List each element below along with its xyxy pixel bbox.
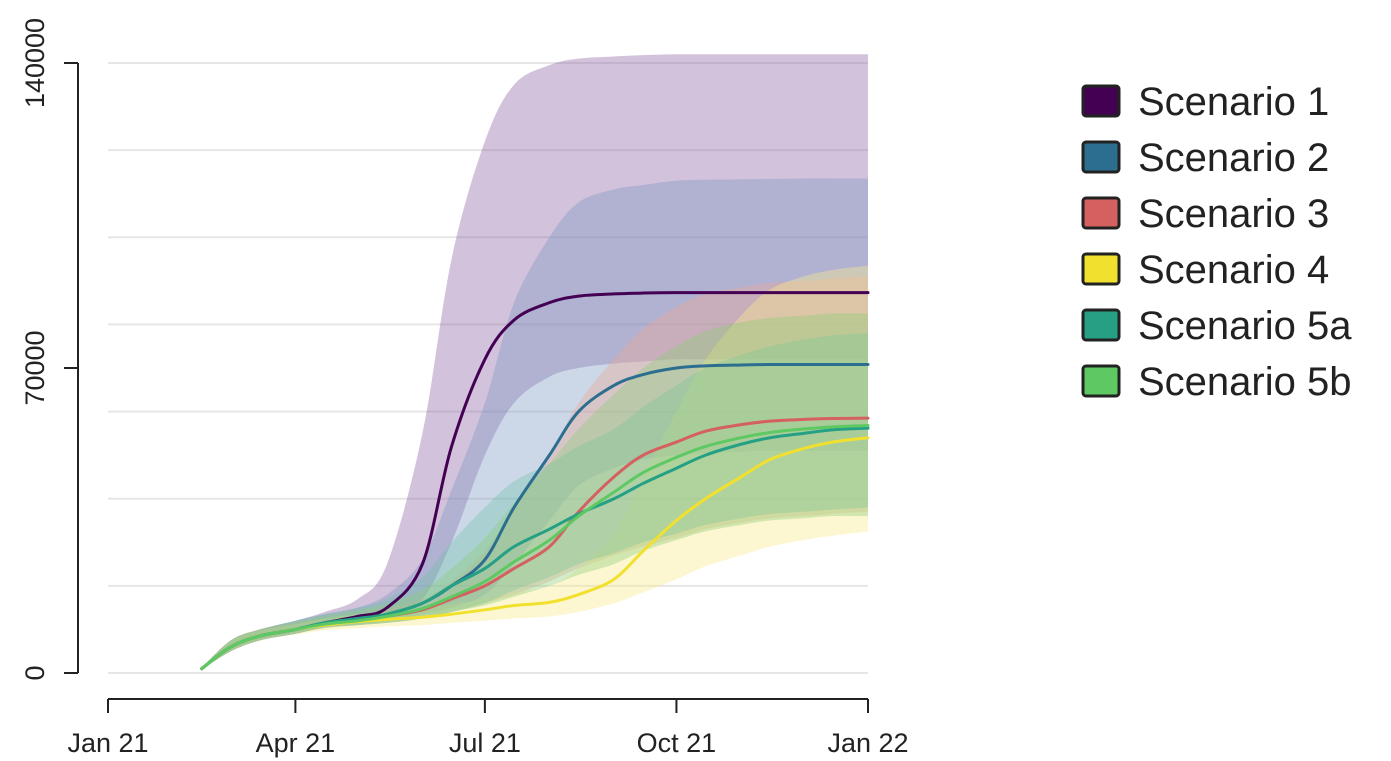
y-tick-label: 0 bbox=[20, 665, 50, 680]
legend-label: Scenario 4 bbox=[1138, 248, 1329, 292]
confidence-bands bbox=[201, 54, 868, 670]
legend-label: Scenario 5b bbox=[1138, 360, 1351, 404]
y-tick-label: 140000 bbox=[20, 18, 50, 108]
band-scenario-5a bbox=[201, 333, 868, 670]
legend-swatch bbox=[1081, 84, 1121, 118]
line-scenario-5b bbox=[200, 424, 870, 671]
legend-swatch bbox=[1081, 252, 1121, 286]
band-scenario-3 bbox=[201, 276, 868, 670]
x-tick-label: Jan 21 bbox=[67, 728, 148, 758]
legend-swatch bbox=[1081, 364, 1121, 398]
legend-item: Scenario 5a bbox=[1081, 304, 1352, 348]
legend-swatch bbox=[1081, 140, 1121, 174]
legend-item: Scenario 4 bbox=[1081, 248, 1329, 292]
y-tick-label: 70000 bbox=[20, 330, 50, 405]
legend-label: Scenario 2 bbox=[1138, 136, 1329, 180]
x-tick-label: Jul 21 bbox=[449, 728, 521, 758]
x-tick-label: Apr 21 bbox=[256, 728, 336, 758]
legend-item: Scenario 5b bbox=[1081, 360, 1351, 404]
gridlines bbox=[108, 62, 868, 674]
series-lines bbox=[200, 291, 870, 671]
x-tick-label: Oct 21 bbox=[637, 728, 717, 758]
band-scenario-1 bbox=[201, 54, 868, 670]
legend-label: Scenario 5a bbox=[1138, 304, 1352, 348]
axes: 0 70000 140000 Jan 21 Apr 21 Jul 21 Oct 21 Jan … bbox=[20, 18, 909, 758]
band-scenario-2 bbox=[201, 178, 868, 670]
legend: Scenario 1 Scenario 2 Scenario 3 Scenario 4… bbox=[1081, 80, 1352, 404]
legend-swatch bbox=[1081, 308, 1121, 342]
legend-item: Scenario 3 bbox=[1081, 192, 1329, 236]
legend-label: Scenario 1 bbox=[1138, 80, 1329, 124]
band-scenario-5b bbox=[201, 313, 868, 670]
legend-item: Scenario 1 bbox=[1081, 80, 1329, 124]
legend-label: Scenario 3 bbox=[1138, 192, 1329, 236]
x-tick-label: Jan 22 bbox=[827, 728, 908, 758]
legend-swatch bbox=[1081, 196, 1121, 230]
legend-item: Scenario 2 bbox=[1081, 136, 1329, 180]
